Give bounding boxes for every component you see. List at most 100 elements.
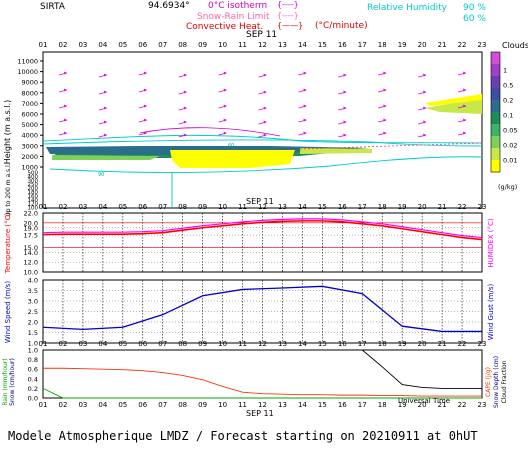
cloud-legend-swatch [491, 124, 500, 137]
x-tick-bottom-22: 22 [458, 401, 467, 409]
x-tick-temp-21: 21 [438, 203, 447, 211]
wind-arrow [258, 133, 267, 138]
y-tick-height-4000: 4000 [21, 132, 38, 140]
cloud-legend-title: Clouds [502, 41, 528, 50]
x-tick-rain-02: 02 [58, 340, 67, 348]
y-tick-temp-14.0: 14.0 [24, 249, 38, 257]
y-tick-low-140: 140 [28, 198, 39, 204]
y-tick-temp-22.0: 22.0 [24, 210, 38, 218]
wind-arrow [457, 118, 467, 123]
y-tick-height-6000: 6000 [21, 111, 38, 119]
temperature-line [42, 220, 483, 241]
wind-arrow [338, 133, 347, 138]
x-tick-top-22: 22 [458, 41, 467, 49]
cloud-fraction-ylabel: Cloud Fraction [501, 360, 508, 403]
wind-arrow [58, 88, 68, 93]
wind-arrow [457, 104, 467, 109]
y-tick-temp-19.0: 19.0 [24, 224, 38, 232]
x-tick-rain-09: 09 [198, 340, 207, 348]
wind-arrow [178, 106, 187, 111]
rh-contour-90 [42, 139, 483, 147]
convective-sample: {——} [277, 21, 303, 30]
wind-arrow [298, 71, 307, 76]
wind-arrow [218, 104, 227, 109]
x-tick-top-09: 09 [198, 41, 207, 49]
x-tick-top-23: 23 [478, 41, 487, 49]
rh-60-label: 60 % [463, 14, 486, 24]
wind-arrow [58, 131, 68, 136]
cloud-legend-swatch [491, 64, 500, 77]
y-tick-rain-0.8: 0.8 [28, 356, 38, 364]
x-tick-temp-14: 14 [298, 203, 307, 211]
wind-arrow [98, 133, 107, 138]
x-tick-top-02: 02 [58, 41, 67, 49]
x-tick-top-15: 15 [318, 41, 327, 49]
rain-ylabel: Rain (mm/hour) [2, 358, 9, 405]
cloud-ylabel-low: Up to 200 m a.s.l. [5, 163, 12, 216]
wind-arrow [338, 90, 347, 95]
wind-arrow [138, 118, 147, 123]
snow-ylabel: Snow (cm/hour) [9, 358, 16, 406]
cloud-legend-frame [490, 51, 501, 173]
x-tick-temp-11: 11 [238, 203, 247, 211]
x-tick-temp-16: 16 [338, 203, 347, 211]
y-tick-rain-0.0: 0.0 [28, 395, 38, 403]
wind-arrow [138, 104, 147, 109]
x-tick-rain-11: 11 [238, 340, 247, 348]
footer-caption: Modele Atmospherique LMDZ / Forecast sta… [8, 429, 478, 443]
wind-arrow [58, 104, 68, 109]
wind-arrow [98, 73, 107, 78]
x-tick-temp-18: 18 [378, 203, 387, 211]
cloud-layer-light [300, 148, 372, 154]
universal-time-label: Universal Time [398, 397, 450, 405]
wind-arrow [298, 131, 307, 136]
y-tick-height-10000: 10000 [17, 68, 38, 76]
x-tick-top-05: 05 [118, 41, 127, 49]
x-tick-bottom-21: 21 [438, 401, 447, 409]
wind-arrow [418, 106, 427, 111]
x-tick-bottom-11: 11 [238, 401, 247, 409]
x-tick-bottom-20: 20 [418, 401, 427, 409]
cloud-legend-swatch [491, 88, 500, 101]
x-tick-rain-03: 03 [78, 340, 87, 348]
y-tick-low-120: 120 [28, 202, 39, 208]
cloud-legend-swatch [491, 160, 500, 173]
y-tick-temp-15.0: 15.0 [24, 244, 38, 252]
y-tick-wind-2.0: 2.0 [28, 319, 38, 327]
x-tick-rain-06: 06 [138, 340, 147, 348]
cloud-legend-swatch [491, 112, 500, 125]
x-tick-bottom-07: 07 [158, 401, 167, 409]
wind-arrow [298, 88, 307, 93]
wind-arrow [338, 106, 347, 111]
cloud-legend-tick-0.1: 0.1 [503, 112, 513, 120]
cloud-legend-unit: (g/kg) [498, 183, 517, 191]
cloud-legend-swatch [491, 76, 500, 89]
y-tick-height-2000: 2000 [21, 153, 38, 161]
y-tick-height-7000: 7000 [21, 100, 38, 108]
rh-label: Relative Humidity [367, 3, 448, 13]
wind-arrow [378, 104, 387, 109]
date-label-top: SEP 11 [246, 30, 277, 40]
cloud-legend-tick-0.02: 0.02 [503, 142, 517, 150]
y-tick-temp-10.0: 10.0 [24, 269, 38, 277]
wind-arrow [218, 71, 227, 76]
wind-arrow [457, 131, 467, 136]
rh-contour-label-60: 60 [228, 143, 234, 149]
y-tick-low-250: 250 [28, 182, 39, 188]
x-tick-rain-21: 21 [438, 340, 447, 348]
x-tick-top-21: 21 [438, 41, 447, 49]
wind-arrow [98, 90, 107, 95]
x-tick-temp-06: 06 [138, 203, 147, 211]
cloud-legend-tick-0.01: 0.01 [503, 157, 517, 165]
x-tick-temp-20: 20 [418, 203, 427, 211]
x-tick-temp-03: 03 [78, 203, 87, 211]
x-tick-bottom-18: 18 [378, 401, 387, 409]
y-tick-wind-3.5: 3.5 [28, 287, 38, 295]
x-tick-bottom-23: 23 [478, 401, 487, 409]
x-tick-temp-05: 05 [118, 203, 127, 211]
y-tick-wind-3.0: 3.0 [28, 298, 38, 306]
x-tick-bottom-19: 19 [398, 401, 407, 409]
y-tick-height-5000: 5000 [21, 121, 38, 129]
